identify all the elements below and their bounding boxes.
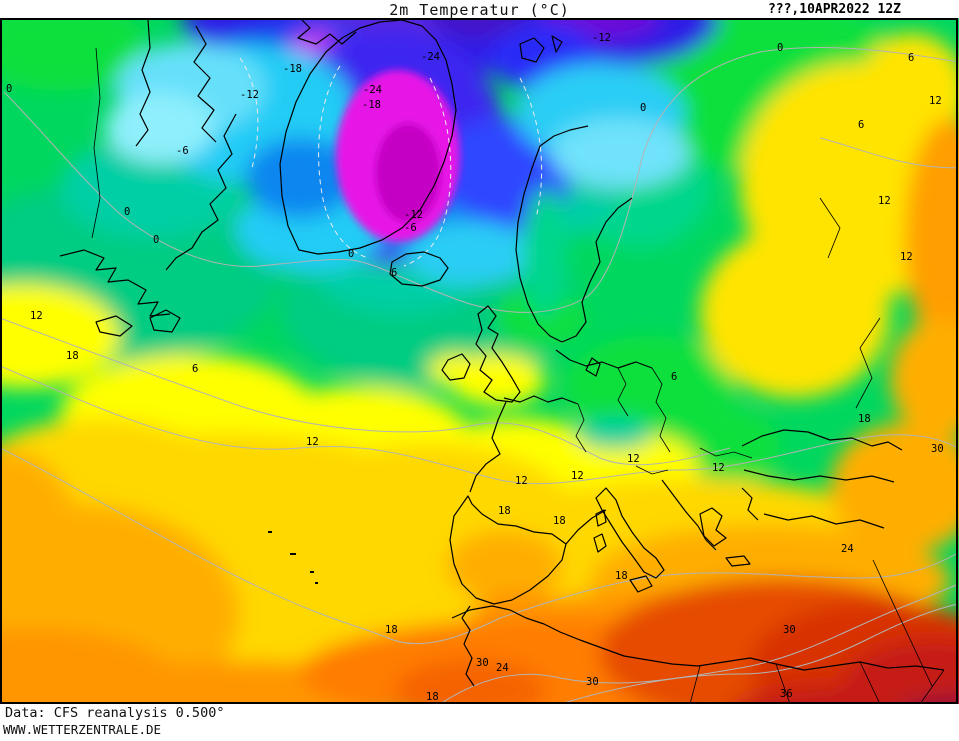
greenland-cold-core [336, 70, 460, 242]
map-contour-label: 18 [426, 691, 439, 703]
dashed-contours [239, 57, 543, 267]
map-contour-label: 0 [124, 206, 130, 218]
map-contour-label: 6 [391, 267, 397, 279]
map-contour-label: -18 [283, 63, 302, 75]
data-source-text: Data: CFS reanalysis 0.500° [5, 705, 225, 721]
map-contour-label: 30 [586, 676, 599, 688]
map-border [0, 18, 958, 704]
map-contour-label: -24 [421, 51, 440, 63]
map-contour-label: -12 [592, 32, 611, 44]
map-contour-label: 18 [66, 350, 79, 362]
map-contour-label: 18 [553, 515, 566, 527]
map-contour-label: -6 [176, 145, 189, 157]
map-contour-label: 12 [515, 475, 528, 487]
map-contour-label: 6 [671, 371, 677, 383]
map-contour-label: 36 [780, 688, 793, 700]
map-contour-label: 0 [6, 83, 12, 95]
page-title: 2m Temperatur (°C) [389, 1, 570, 19]
contour-labels: 0 -12-18-24-24-18-6-12-6-1206126121200006… [6, 32, 944, 703]
map-contour-label: 6 [908, 52, 914, 64]
coastlines [59, 17, 945, 687]
map-contour-label: 0 [777, 42, 783, 54]
map-contour-label: 6 [858, 119, 864, 131]
map-contour-label: 24 [841, 543, 854, 555]
footer: Data: CFS reanalysis 0.500° WWW.WETTERZE… [0, 704, 959, 741]
map-contour-label: 6 [192, 363, 198, 375]
model-run-timestamp: ???,10APR2022 12Z [767, 2, 901, 17]
island-dots [268, 531, 318, 584]
map-contour-label: 18 [498, 505, 511, 517]
map-contour-label: 24 [496, 662, 509, 674]
map-contour-label: 12 [30, 310, 43, 322]
map-contour-label: 0 [640, 102, 646, 114]
website-text: WWW.WETTERZENTRALE.DE [3, 722, 162, 737]
map-contour-label: 12 [900, 251, 913, 263]
map-contour-label: 18 [858, 413, 871, 425]
contour-lines [0, 46, 959, 705]
map-contour-label: 12 [571, 470, 584, 482]
map-contour-label: 18 [385, 624, 398, 636]
map-contour-label: 18 [615, 570, 628, 582]
map-contour-label: -12 [404, 209, 423, 221]
map-contour-label: 0 [348, 248, 354, 260]
map-contour-label: 30 [931, 443, 944, 455]
country-borders [91, 47, 945, 705]
map-contour-label: 12 [306, 436, 319, 448]
map-contour-label: -12 [240, 89, 259, 101]
map-contour-label: 30 [783, 624, 796, 636]
map-contour-label: 30 [476, 657, 489, 669]
map-contour-label: -6 [404, 222, 417, 234]
map-contour-label: 12 [627, 453, 640, 465]
map-contour-label: 12 [929, 95, 942, 107]
map-contour-label: -18 [362, 99, 381, 111]
map-contour-label: 12 [878, 195, 891, 207]
map-contour-label: 0 [153, 234, 159, 246]
map-contour-label: 12 [712, 462, 725, 474]
map-contour-label: -24 [363, 84, 382, 96]
